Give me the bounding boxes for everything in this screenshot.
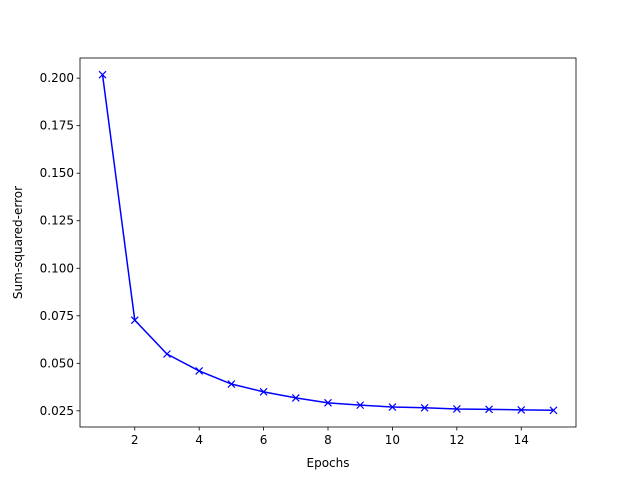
x-tick-label: 4 — [195, 433, 203, 447]
point-marker — [291, 393, 300, 402]
marker-stroke — [130, 316, 139, 325]
y-tick-label: 0.150 — [40, 166, 74, 180]
point-marker — [130, 316, 139, 325]
point-marker — [195, 366, 204, 375]
point-marker — [420, 403, 429, 412]
marker-stroke — [549, 406, 558, 415]
marker-stroke — [195, 366, 204, 375]
y-axis-label: Sum-squared-error — [11, 186, 25, 299]
x-tick-label: 10 — [385, 433, 400, 447]
point-marker — [163, 350, 171, 358]
point-marker — [259, 387, 268, 396]
marker-stroke — [291, 393, 300, 402]
x-tick-label: 2 — [131, 433, 139, 447]
point-marker — [98, 70, 107, 79]
x-tick-label: 6 — [260, 433, 268, 447]
marker-stroke — [227, 380, 236, 388]
point-marker — [227, 380, 236, 388]
y-tick-label: 0.125 — [40, 214, 74, 228]
y-tick-label: 0.025 — [40, 404, 74, 418]
x-tick-label: 8 — [324, 433, 332, 447]
marker-stroke — [452, 405, 461, 413]
marker-stroke — [485, 405, 493, 414]
y-tick-label: 0.075 — [40, 309, 74, 323]
point-marker — [485, 405, 493, 414]
marker-stroke — [517, 405, 526, 414]
marker-stroke — [259, 387, 268, 396]
marker-stroke — [98, 70, 107, 79]
point-marker — [517, 405, 526, 414]
marker-stroke — [324, 398, 332, 407]
point-marker — [388, 403, 397, 411]
line — [101, 74, 554, 412]
y-tick-label: 0.050 — [40, 356, 74, 370]
marker-stroke — [420, 403, 429, 412]
y-tick-label: 0.100 — [40, 261, 74, 275]
y-tick-label: 0.200 — [40, 71, 74, 85]
point-marker — [452, 405, 461, 413]
point-marker — [324, 398, 332, 407]
y-tick-label: 0.175 — [40, 119, 74, 133]
x-tick-label: 14 — [514, 433, 529, 447]
x-tick-label: 12 — [449, 433, 464, 447]
marker-stroke — [388, 403, 397, 411]
x-axis-label: Epochs — [307, 456, 350, 470]
marker-stroke — [356, 401, 365, 410]
point-marker — [356, 401, 365, 410]
point-marker — [549, 406, 558, 415]
marker-stroke — [163, 350, 171, 358]
plot-frame — [79, 57, 577, 428]
